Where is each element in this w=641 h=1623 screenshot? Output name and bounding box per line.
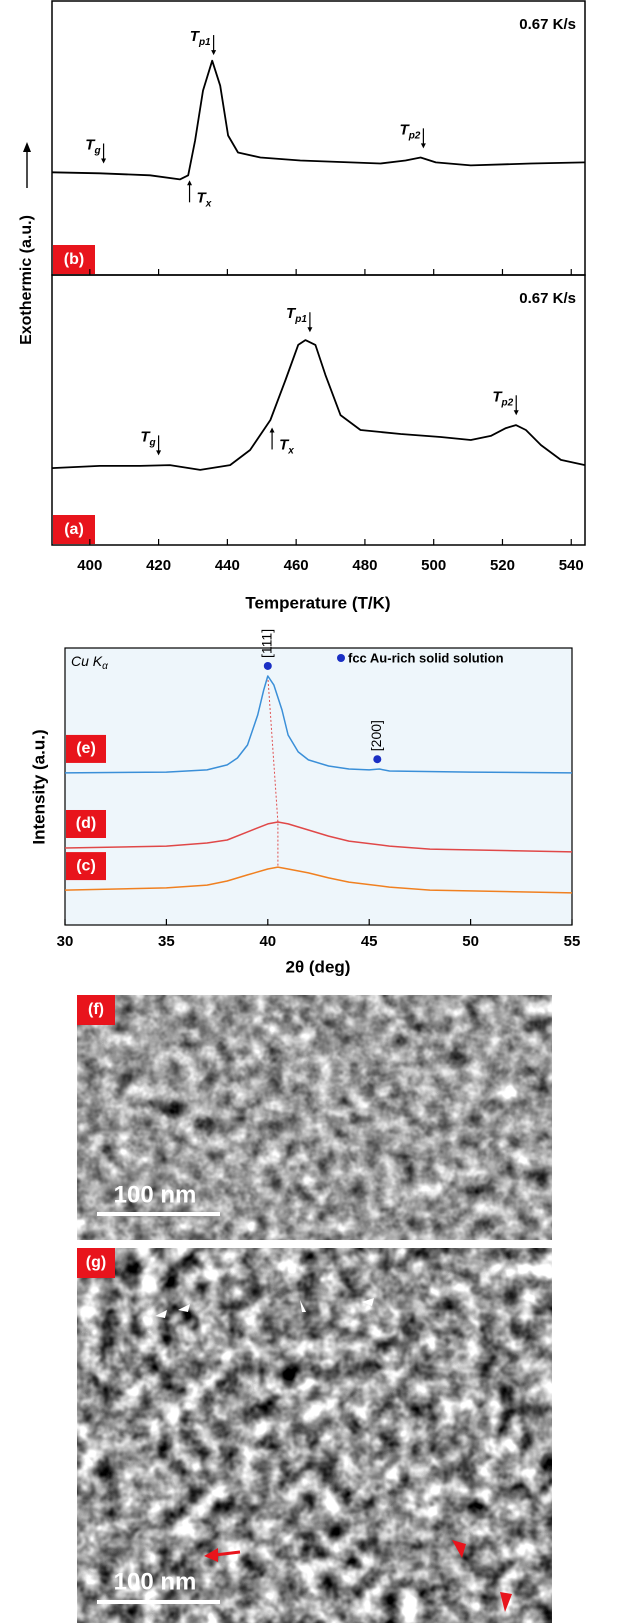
x-tick-label: 45 bbox=[361, 933, 378, 950]
x-tick-label: 35 bbox=[158, 933, 175, 950]
source-subscript: α bbox=[102, 661, 108, 672]
annotation-subscript: p1 bbox=[294, 314, 307, 325]
legend-label: fcc Au-rich solid solution bbox=[348, 650, 504, 665]
annotation-arrowhead bbox=[156, 450, 161, 455]
annotation-arrowhead bbox=[211, 50, 216, 55]
annotation-subscript: x bbox=[287, 445, 294, 456]
annotation: Tp2 bbox=[492, 388, 513, 408]
sem-image-g: (g) 100 nm bbox=[77, 1248, 552, 1623]
annotation-subscript: g bbox=[93, 145, 100, 156]
x-tick-label: 400 bbox=[77, 557, 102, 574]
x-tick-label: 520 bbox=[490, 557, 515, 574]
rate-label: 0.67 K/s bbox=[519, 290, 576, 307]
annotation-arrowhead bbox=[307, 327, 312, 332]
sem-image-f: (f) 100 nm bbox=[77, 995, 552, 1240]
source-text: Cu K bbox=[71, 653, 103, 669]
figure: Exothermic (a.u.) Temperature (T/K) Inte… bbox=[0, 0, 641, 1623]
plot-area bbox=[65, 648, 572, 925]
annotation: Tg bbox=[140, 428, 155, 448]
legend-marker bbox=[337, 654, 345, 662]
x-tick-label: 420 bbox=[146, 557, 171, 574]
annotation-subscript: p1 bbox=[198, 37, 211, 48]
x-axis-label: Temperature (T/K) bbox=[245, 593, 390, 612]
annotation: Tp1 bbox=[286, 305, 307, 325]
x-tick-label: 55 bbox=[564, 933, 581, 950]
annotation-subscript: p2 bbox=[501, 397, 514, 408]
scale-bar-label: 100 nm bbox=[114, 1181, 197, 1208]
x-axis-label: 2θ (deg) bbox=[286, 957, 351, 976]
annotation-subscript: g bbox=[148, 437, 155, 448]
y-axis-label: Intensity (a.u.) bbox=[29, 729, 48, 844]
annotation: Tp2 bbox=[400, 121, 421, 141]
annotation-subscript: p2 bbox=[408, 130, 421, 141]
annotation-subscript: x bbox=[205, 198, 212, 209]
annotation-arrowhead bbox=[101, 158, 106, 163]
panel-label: (f) bbox=[88, 1001, 104, 1018]
dsc-curve bbox=[52, 61, 585, 180]
rate-label: 0.67 K/s bbox=[519, 16, 576, 33]
peak-label: [111] bbox=[259, 629, 275, 658]
panel-label: (a) bbox=[64, 521, 84, 538]
y-axis-label: Exothermic (a.u.) bbox=[18, 215, 35, 345]
peak-label: [200] bbox=[368, 720, 384, 751]
peak-marker bbox=[264, 662, 272, 670]
y-label-arrowhead bbox=[23, 142, 31, 152]
x-tick-label: 40 bbox=[259, 933, 276, 950]
annotation: Tp1 bbox=[190, 28, 211, 48]
x-tick-label: 500 bbox=[421, 557, 446, 574]
x-tick-label: 540 bbox=[559, 557, 584, 574]
annotation-arrowhead bbox=[421, 143, 426, 148]
annotation: Tx bbox=[279, 436, 294, 456]
panel-frame bbox=[52, 1, 585, 275]
series-label: (e) bbox=[76, 740, 96, 757]
annotation: Tx bbox=[197, 189, 212, 209]
x-tick-label: 30 bbox=[57, 933, 74, 950]
annotation: Tg bbox=[85, 136, 100, 156]
panel-label: (b) bbox=[64, 251, 84, 268]
peak-marker bbox=[373, 755, 381, 763]
panel-label: (g) bbox=[86, 1254, 106, 1271]
page-body: {"chart_data": [ {"type": "line", "y_lab… bbox=[0, 0, 641, 1623]
panel-frame bbox=[52, 275, 585, 545]
series-label: (d) bbox=[76, 815, 96, 832]
annotation-arrowhead bbox=[270, 427, 275, 432]
page: DSC, XRD and SEM figure html, body { mar… bbox=[0, 0, 641, 1623]
annotation-arrowhead bbox=[187, 180, 192, 185]
series-label: (c) bbox=[76, 857, 96, 874]
x-tick-label: 50 bbox=[462, 933, 479, 950]
x-tick-label: 480 bbox=[352, 557, 377, 574]
sem-texture bbox=[77, 1248, 552, 1623]
annotation-arrowhead bbox=[514, 410, 519, 415]
scale-bar-label: 100 nm bbox=[114, 1568, 197, 1595]
x-tick-label: 460 bbox=[284, 557, 309, 574]
image-gap bbox=[77, 1240, 552, 1248]
x-tick-label: 440 bbox=[215, 557, 240, 574]
